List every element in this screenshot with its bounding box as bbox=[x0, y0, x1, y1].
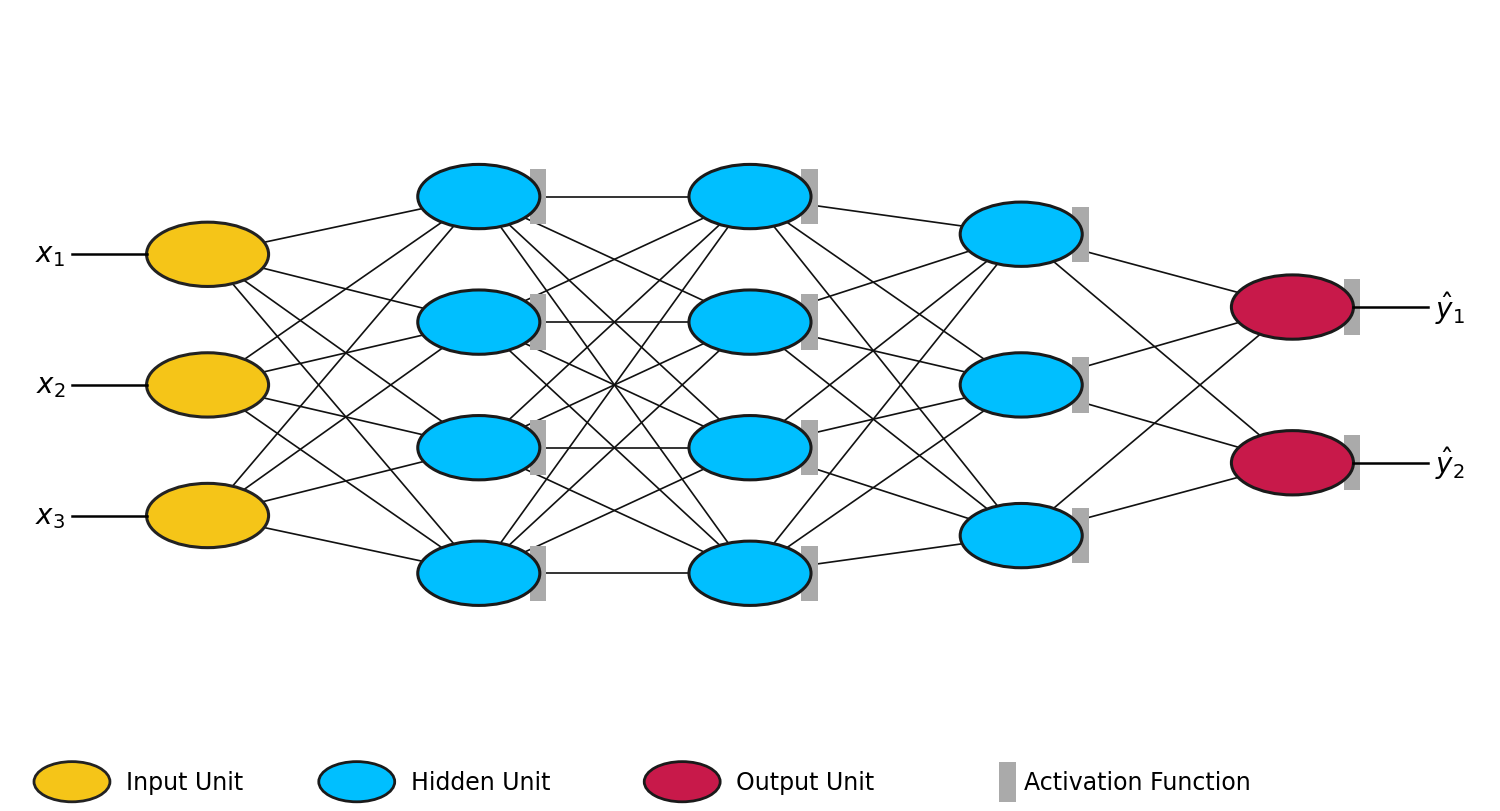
Ellipse shape bbox=[688, 290, 812, 355]
Ellipse shape bbox=[320, 762, 394, 802]
Text: Hidden Unit: Hidden Unit bbox=[411, 770, 550, 794]
Text: Input Unit: Input Unit bbox=[126, 770, 243, 794]
Bar bbox=[1072, 358, 1089, 413]
Bar bbox=[801, 546, 818, 601]
Bar bbox=[530, 546, 546, 601]
Ellipse shape bbox=[419, 290, 540, 355]
Ellipse shape bbox=[688, 165, 812, 230]
Text: $x_1$: $x_1$ bbox=[36, 241, 64, 269]
Bar bbox=[1344, 280, 1360, 335]
Ellipse shape bbox=[960, 203, 1082, 267]
Text: $x_3$: $x_3$ bbox=[34, 502, 64, 530]
Ellipse shape bbox=[1232, 276, 1353, 340]
Ellipse shape bbox=[960, 354, 1082, 418]
Text: $\hat{y}_1$: $\hat{y}_1$ bbox=[1436, 290, 1466, 326]
Bar bbox=[801, 421, 818, 476]
Ellipse shape bbox=[644, 762, 720, 802]
Ellipse shape bbox=[147, 223, 268, 287]
Ellipse shape bbox=[688, 542, 812, 606]
Text: $\hat{y}_2$: $\hat{y}_2$ bbox=[1436, 444, 1464, 482]
Text: Output Unit: Output Unit bbox=[736, 770, 874, 794]
Ellipse shape bbox=[419, 542, 540, 606]
Bar bbox=[999, 762, 1017, 802]
Ellipse shape bbox=[419, 165, 540, 230]
Bar bbox=[1072, 208, 1089, 263]
Ellipse shape bbox=[34, 762, 110, 802]
Bar bbox=[801, 169, 818, 225]
Ellipse shape bbox=[147, 354, 268, 418]
Bar bbox=[530, 421, 546, 476]
Ellipse shape bbox=[419, 416, 540, 480]
Bar bbox=[1072, 508, 1089, 564]
Ellipse shape bbox=[147, 483, 268, 548]
Bar bbox=[530, 295, 546, 350]
Ellipse shape bbox=[1232, 431, 1353, 496]
Ellipse shape bbox=[960, 504, 1082, 568]
Ellipse shape bbox=[688, 416, 812, 480]
Bar bbox=[530, 169, 546, 225]
Bar bbox=[1344, 436, 1360, 491]
Bar bbox=[801, 295, 818, 350]
Text: $x_2$: $x_2$ bbox=[36, 371, 64, 399]
Text: Activation Function: Activation Function bbox=[1024, 770, 1251, 794]
